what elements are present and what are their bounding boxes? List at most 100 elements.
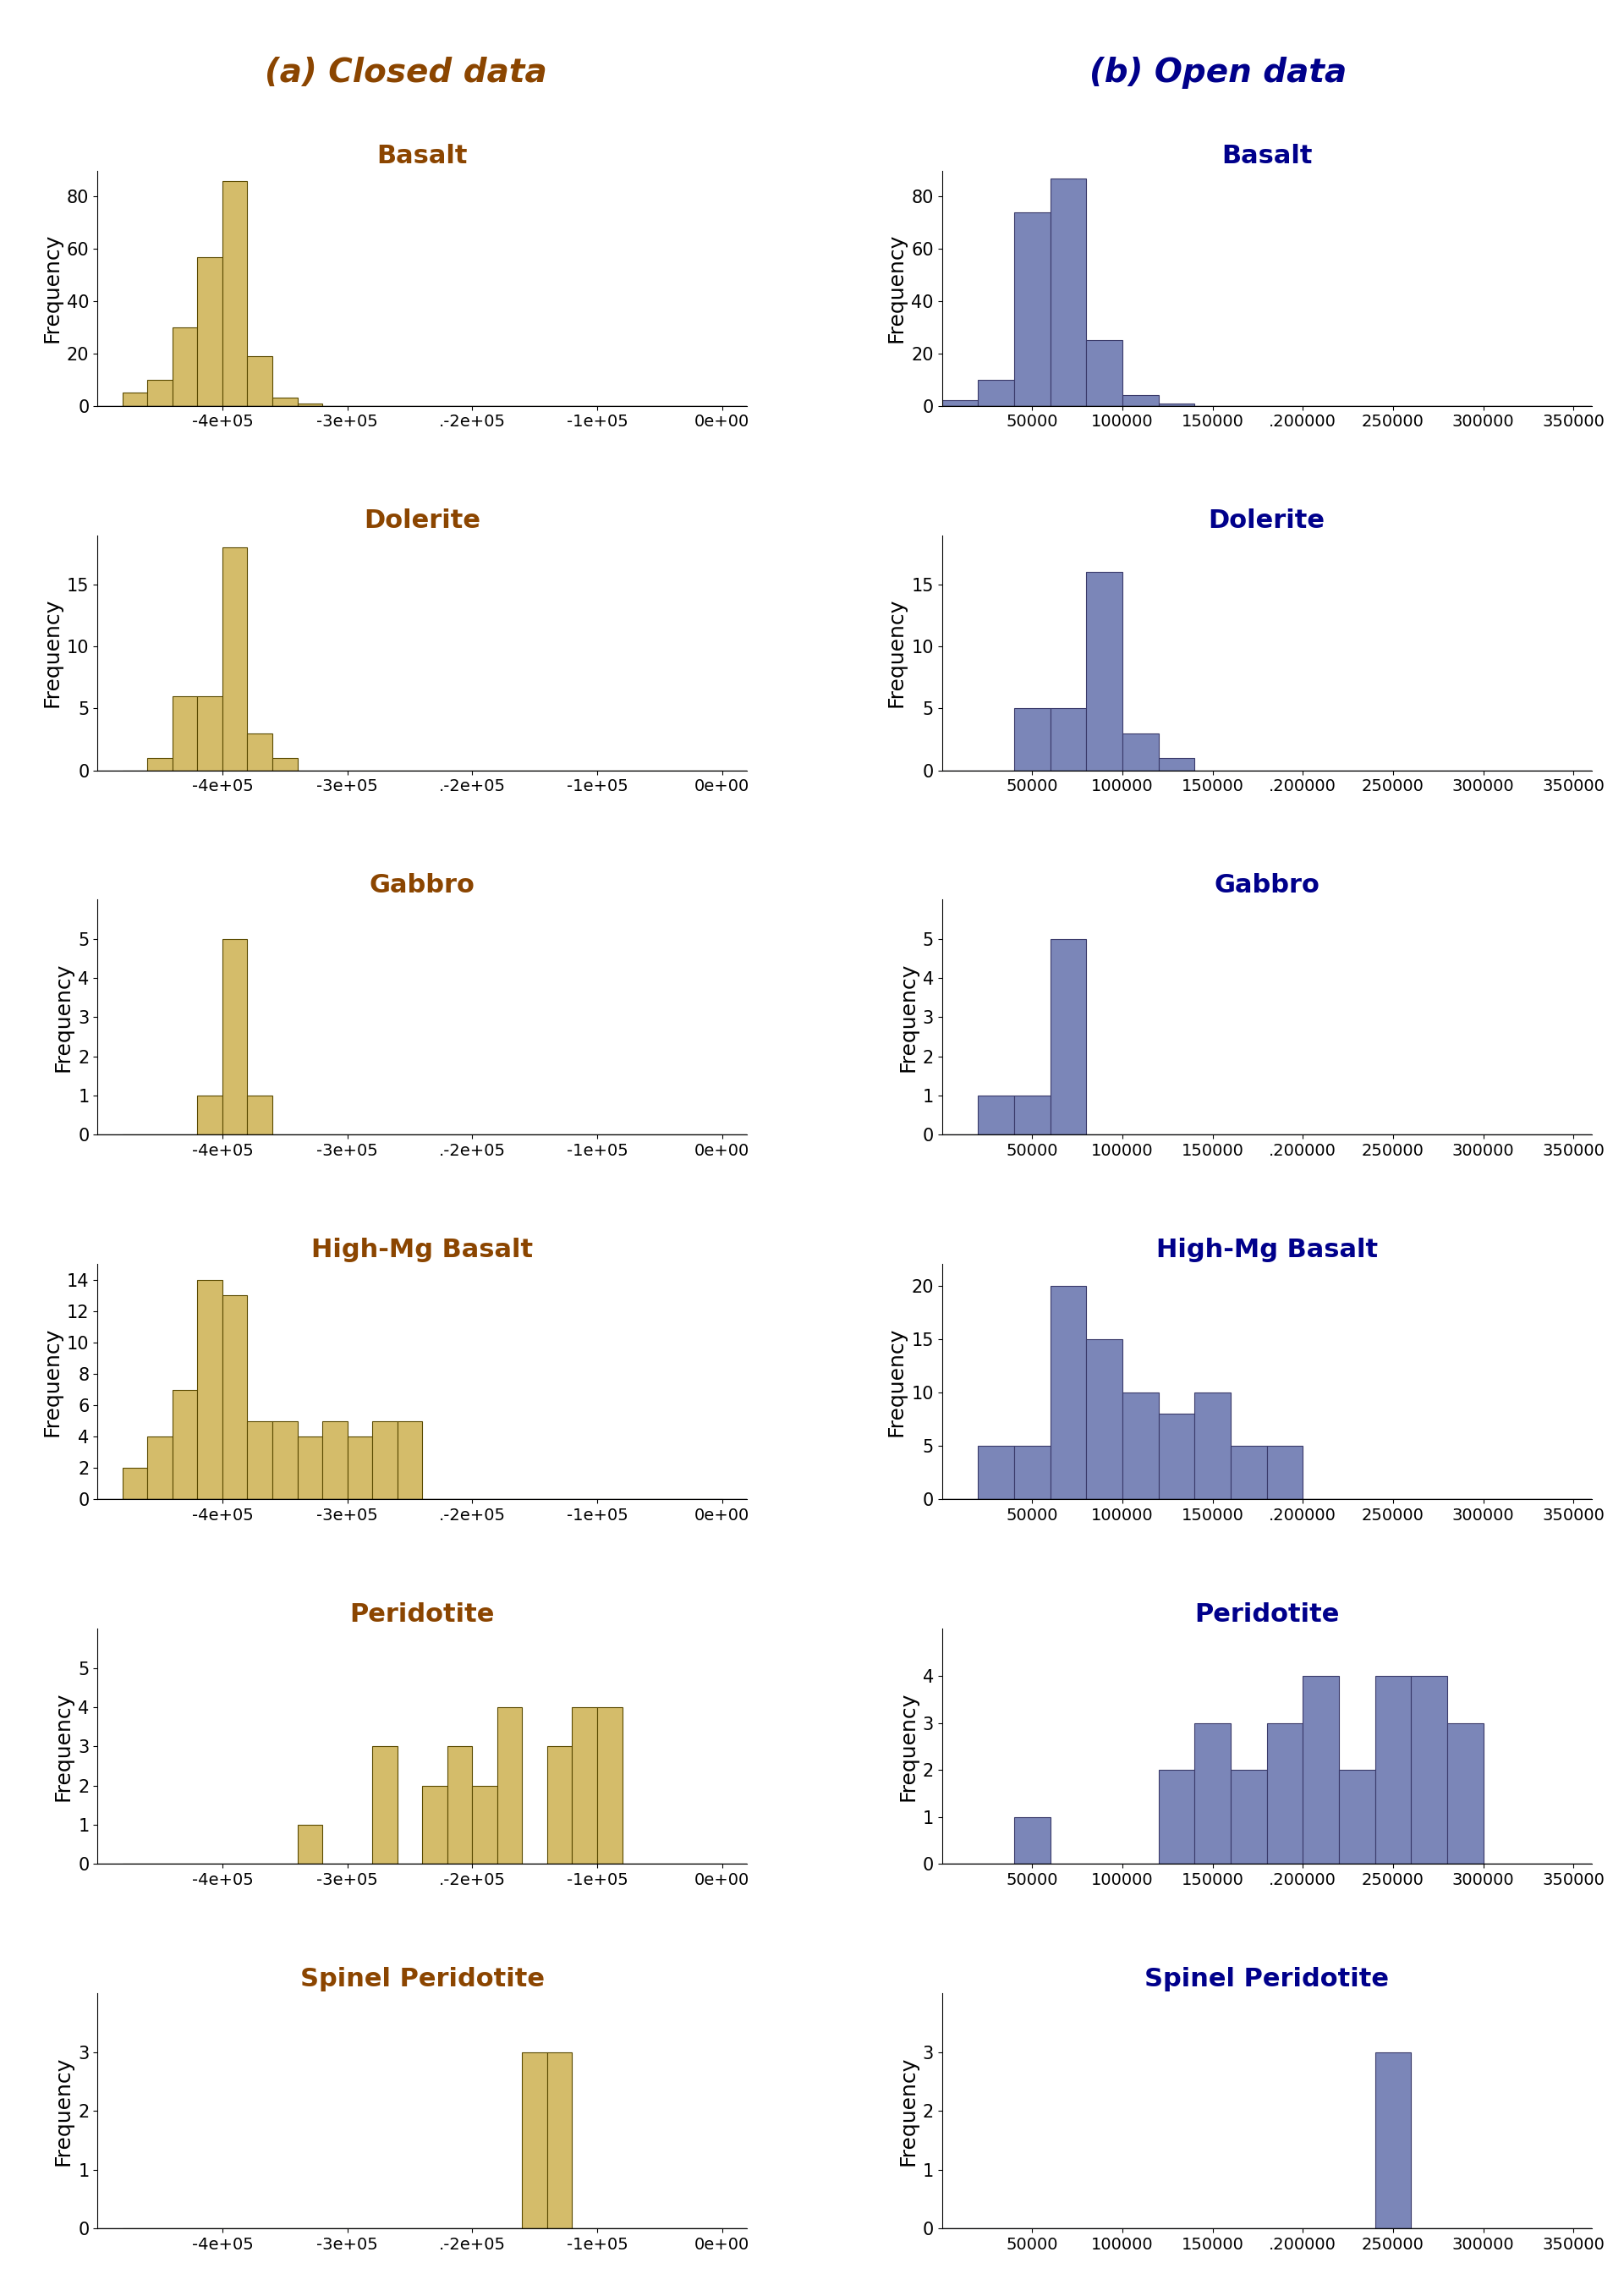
Y-axis label: Frequency: Frequency [54, 2056, 73, 2165]
Title: Peridotite: Peridotite [1194, 1603, 1340, 1626]
Text: (b) Open data: (b) Open data [1090, 57, 1346, 89]
Bar [198, 257, 222, 405]
Title: Spinel Peridotite: Spinel Peridotite [1145, 1967, 1389, 1992]
Bar [148, 380, 172, 405]
Title: Dolerite: Dolerite [364, 509, 481, 532]
Bar [1086, 573, 1122, 771]
Text: (a) Closed data: (a) Closed data [265, 57, 547, 89]
Bar [1158, 757, 1195, 771]
Bar [942, 400, 978, 405]
Bar [497, 1708, 523, 1865]
Y-axis label: Frequency: Frequency [42, 598, 62, 707]
Bar [222, 182, 247, 405]
Bar [1086, 1339, 1122, 1499]
Bar [273, 398, 297, 405]
Y-axis label: Frequency: Frequency [898, 2056, 918, 2165]
Bar [978, 1096, 1013, 1135]
Title: Dolerite: Dolerite [1208, 509, 1325, 532]
Bar [172, 327, 198, 405]
Title: Gabbro: Gabbro [1213, 873, 1320, 898]
Bar [198, 696, 222, 771]
Y-axis label: Frequency: Frequency [42, 1328, 62, 1437]
Bar [1158, 1414, 1195, 1499]
Bar [598, 1708, 622, 1865]
Bar [222, 939, 247, 1135]
Y-axis label: Frequency: Frequency [898, 1692, 918, 1801]
Bar [473, 1785, 497, 1865]
Bar [1267, 1724, 1302, 1865]
Bar [1086, 341, 1122, 405]
Bar [148, 757, 172, 771]
Bar [1447, 1724, 1483, 1865]
Bar [572, 1708, 598, 1865]
Bar [247, 1421, 273, 1499]
Bar [1195, 1724, 1231, 1865]
Bar [1013, 1446, 1051, 1499]
Bar [1013, 709, 1051, 771]
Title: Spinel Peridotite: Spinel Peridotite [300, 1967, 544, 1992]
Bar [198, 1096, 222, 1135]
Bar [523, 2051, 547, 2229]
Title: Basalt: Basalt [1221, 143, 1312, 168]
Bar [372, 1421, 398, 1499]
Bar [122, 393, 148, 405]
Y-axis label: Frequency: Frequency [54, 1692, 73, 1801]
Bar [273, 757, 297, 771]
Bar [547, 1746, 572, 1865]
Bar [422, 1785, 447, 1865]
Y-axis label: Frequency: Frequency [887, 234, 906, 343]
Bar [1051, 709, 1086, 771]
Bar [348, 1437, 372, 1499]
Title: High-Mg Basalt: High-Mg Basalt [1156, 1237, 1377, 1262]
Bar [1051, 939, 1086, 1135]
Bar [1051, 177, 1086, 405]
Bar [172, 696, 198, 771]
Bar [547, 2051, 572, 2229]
Bar [148, 1437, 172, 1499]
Bar [978, 380, 1013, 405]
Bar [1013, 1817, 1051, 1865]
Title: Gabbro: Gabbro [369, 873, 476, 898]
Y-axis label: Frequency: Frequency [887, 1328, 906, 1437]
Bar [1338, 1769, 1376, 1865]
Bar [1302, 1676, 1338, 1865]
Bar [273, 1421, 297, 1499]
Bar [1122, 396, 1158, 405]
Bar [1231, 1769, 1267, 1865]
Bar [222, 548, 247, 771]
Bar [1122, 732, 1158, 771]
Bar [1195, 1392, 1231, 1499]
Bar [1122, 1392, 1158, 1499]
Bar [1013, 211, 1051, 405]
Bar [297, 402, 322, 405]
Bar [222, 1296, 247, 1499]
Title: Basalt: Basalt [377, 143, 468, 168]
Bar [1158, 402, 1195, 405]
Bar [1158, 1769, 1195, 1865]
Bar [247, 732, 273, 771]
Bar [297, 1824, 322, 1865]
Bar [447, 1746, 473, 1865]
Y-axis label: Frequency: Frequency [898, 962, 918, 1071]
Title: Peridotite: Peridotite [349, 1603, 495, 1626]
Bar [122, 1469, 148, 1499]
Bar [297, 1437, 322, 1499]
Bar [1267, 1446, 1302, 1499]
Bar [1411, 1676, 1447, 1865]
Bar [198, 1280, 222, 1499]
Bar [247, 357, 273, 405]
Bar [1231, 1446, 1267, 1499]
Bar [1376, 1676, 1411, 1865]
Bar [978, 1446, 1013, 1499]
Bar [1013, 1096, 1051, 1135]
Bar [322, 1421, 348, 1499]
Bar [398, 1421, 422, 1499]
Bar [1051, 1285, 1086, 1499]
Bar [172, 1389, 198, 1499]
Y-axis label: Frequency: Frequency [887, 598, 906, 707]
Title: High-Mg Basalt: High-Mg Basalt [312, 1237, 533, 1262]
Bar [1376, 2051, 1411, 2229]
Bar [372, 1746, 398, 1865]
Y-axis label: Frequency: Frequency [42, 234, 62, 343]
Bar [247, 1096, 273, 1135]
